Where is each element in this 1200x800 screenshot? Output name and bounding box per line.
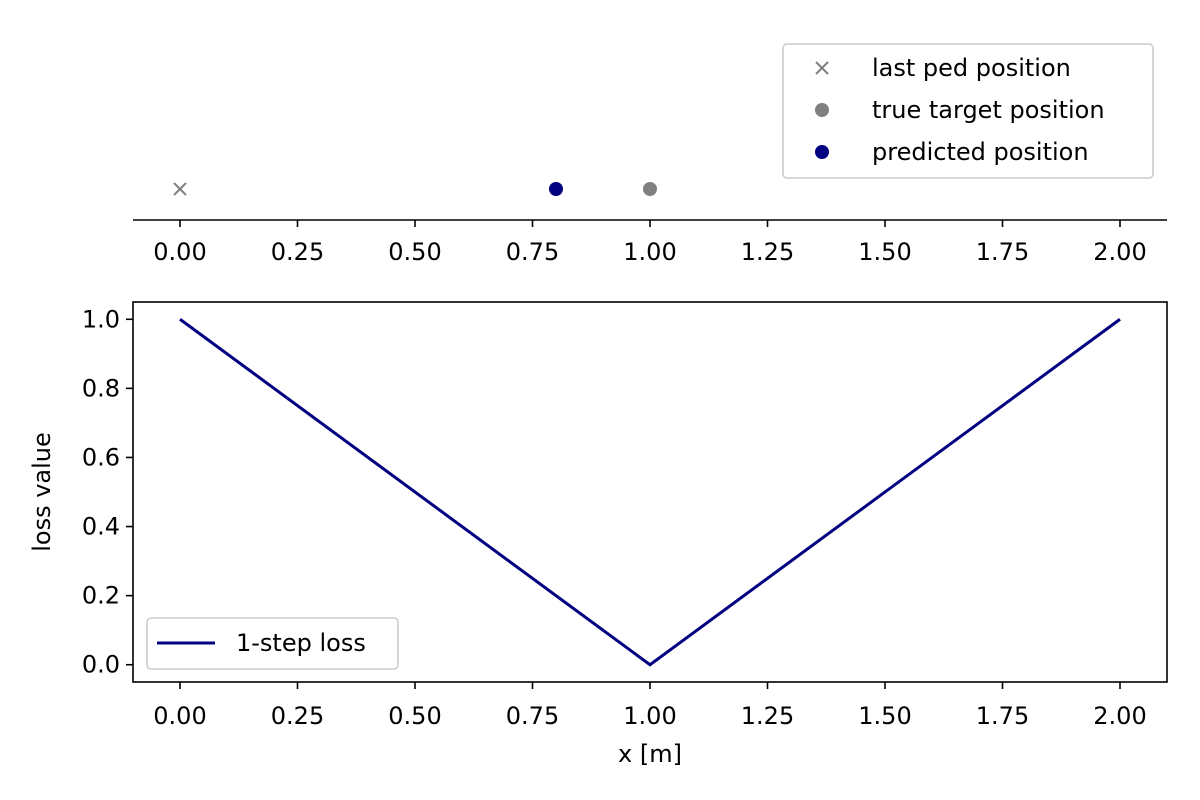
legend-last-ped-position-marker — [815, 61, 829, 75]
positions-x-tick-label: 1.00 — [623, 238, 676, 266]
loss-x-tick-label: 0.50 — [388, 702, 441, 730]
positions-x-tick-label: 0.75 — [506, 238, 559, 266]
legend-1-step-loss-label: 1-step loss — [236, 629, 366, 657]
legend-predicted-position-marker — [815, 145, 829, 159]
loss-y-axis: 0.0 0.2 0.4 0.6 0.8 1.0 — [82, 305, 133, 679]
loss-y-tick-label: 0.8 — [82, 374, 120, 402]
legend-last-ped-position-marker-stroke-b — [815, 61, 829, 75]
loss-x-tick-label: 1.00 — [623, 702, 676, 730]
legend-last-ped-position-label: last ped position — [872, 54, 1071, 82]
positions-x-tick-label: 0.00 — [153, 238, 206, 266]
true-target-position-marker — [643, 182, 657, 196]
loss-y-tick-label: 0.0 — [82, 651, 120, 679]
loss-y-tick-label: 0.6 — [82, 443, 120, 471]
positions-x-tick-label: 0.25 — [271, 238, 324, 266]
loss-x-tick-label: 2.00 — [1093, 702, 1146, 730]
loss-x-tick-label: 0.25 — [271, 702, 324, 730]
y-axis-label: loss value — [28, 432, 56, 552]
positions-x-tick-label: 1.75 — [976, 238, 1029, 266]
x-axis-label: x [m] — [618, 740, 682, 768]
loss-y-tick-label: 0.4 — [82, 513, 120, 541]
loss-x-tick-label: 0.00 — [153, 702, 206, 730]
positions-x-tick-label: 1.50 — [858, 238, 911, 266]
loss-x-tick-label: 1.25 — [741, 702, 794, 730]
positions-legend-box — [782, 43, 1154, 179]
positions-x-tick-label: 0.50 — [388, 238, 441, 266]
positions-x-tick-label: 2.00 — [1093, 238, 1146, 266]
legend-true-target-position-marker — [815, 103, 829, 117]
loss-series-lines — [179, 318, 1121, 667]
loss-panel: 0.00 0.25 0.50 0.75 1.00 1.25 1.50 1.75 2.00 0.0… — [28, 301, 1168, 768]
loss-legend: 1-step loss — [146, 617, 399, 670]
loss-x-tick-label: 1.75 — [976, 702, 1029, 730]
positions-x-tick-label: 1.25 — [741, 238, 794, 266]
positions-x-axis: 0.00 0.25 0.50 0.75 1.00 1.25 1.50 1.75 2.00 — [133, 219, 1167, 266]
predicted-position-marker — [549, 182, 563, 196]
positions-legend: last ped position true target position pre… — [782, 43, 1154, 179]
legend-predicted-position-label: predicted position — [872, 138, 1089, 166]
loss-x-tick-label: 1.50 — [858, 702, 911, 730]
loss-x-axis: 0.00 0.25 0.50 0.75 1.00 1.25 1.50 1.75 2.00 — [153, 682, 1147, 730]
position-markers — [173, 182, 657, 196]
last-ped-position-marker-stroke-b — [173, 182, 187, 196]
legend-true-target-position-label: true target position — [872, 96, 1105, 124]
loss-y-tick-label: 1.0 — [82, 305, 120, 333]
positions-panel: 0.00 0.25 0.50 0.75 1.00 1.25 1.50 1.75 2.00 las… — [133, 43, 1167, 266]
loss-x-tick-label: 0.75 — [506, 702, 559, 730]
last-ped-position-marker — [173, 182, 187, 196]
loss-y-tick-label: 0.2 — [82, 582, 120, 610]
1-step-loss-line — [179, 318, 1121, 667]
loss-legend-box — [146, 617, 399, 670]
